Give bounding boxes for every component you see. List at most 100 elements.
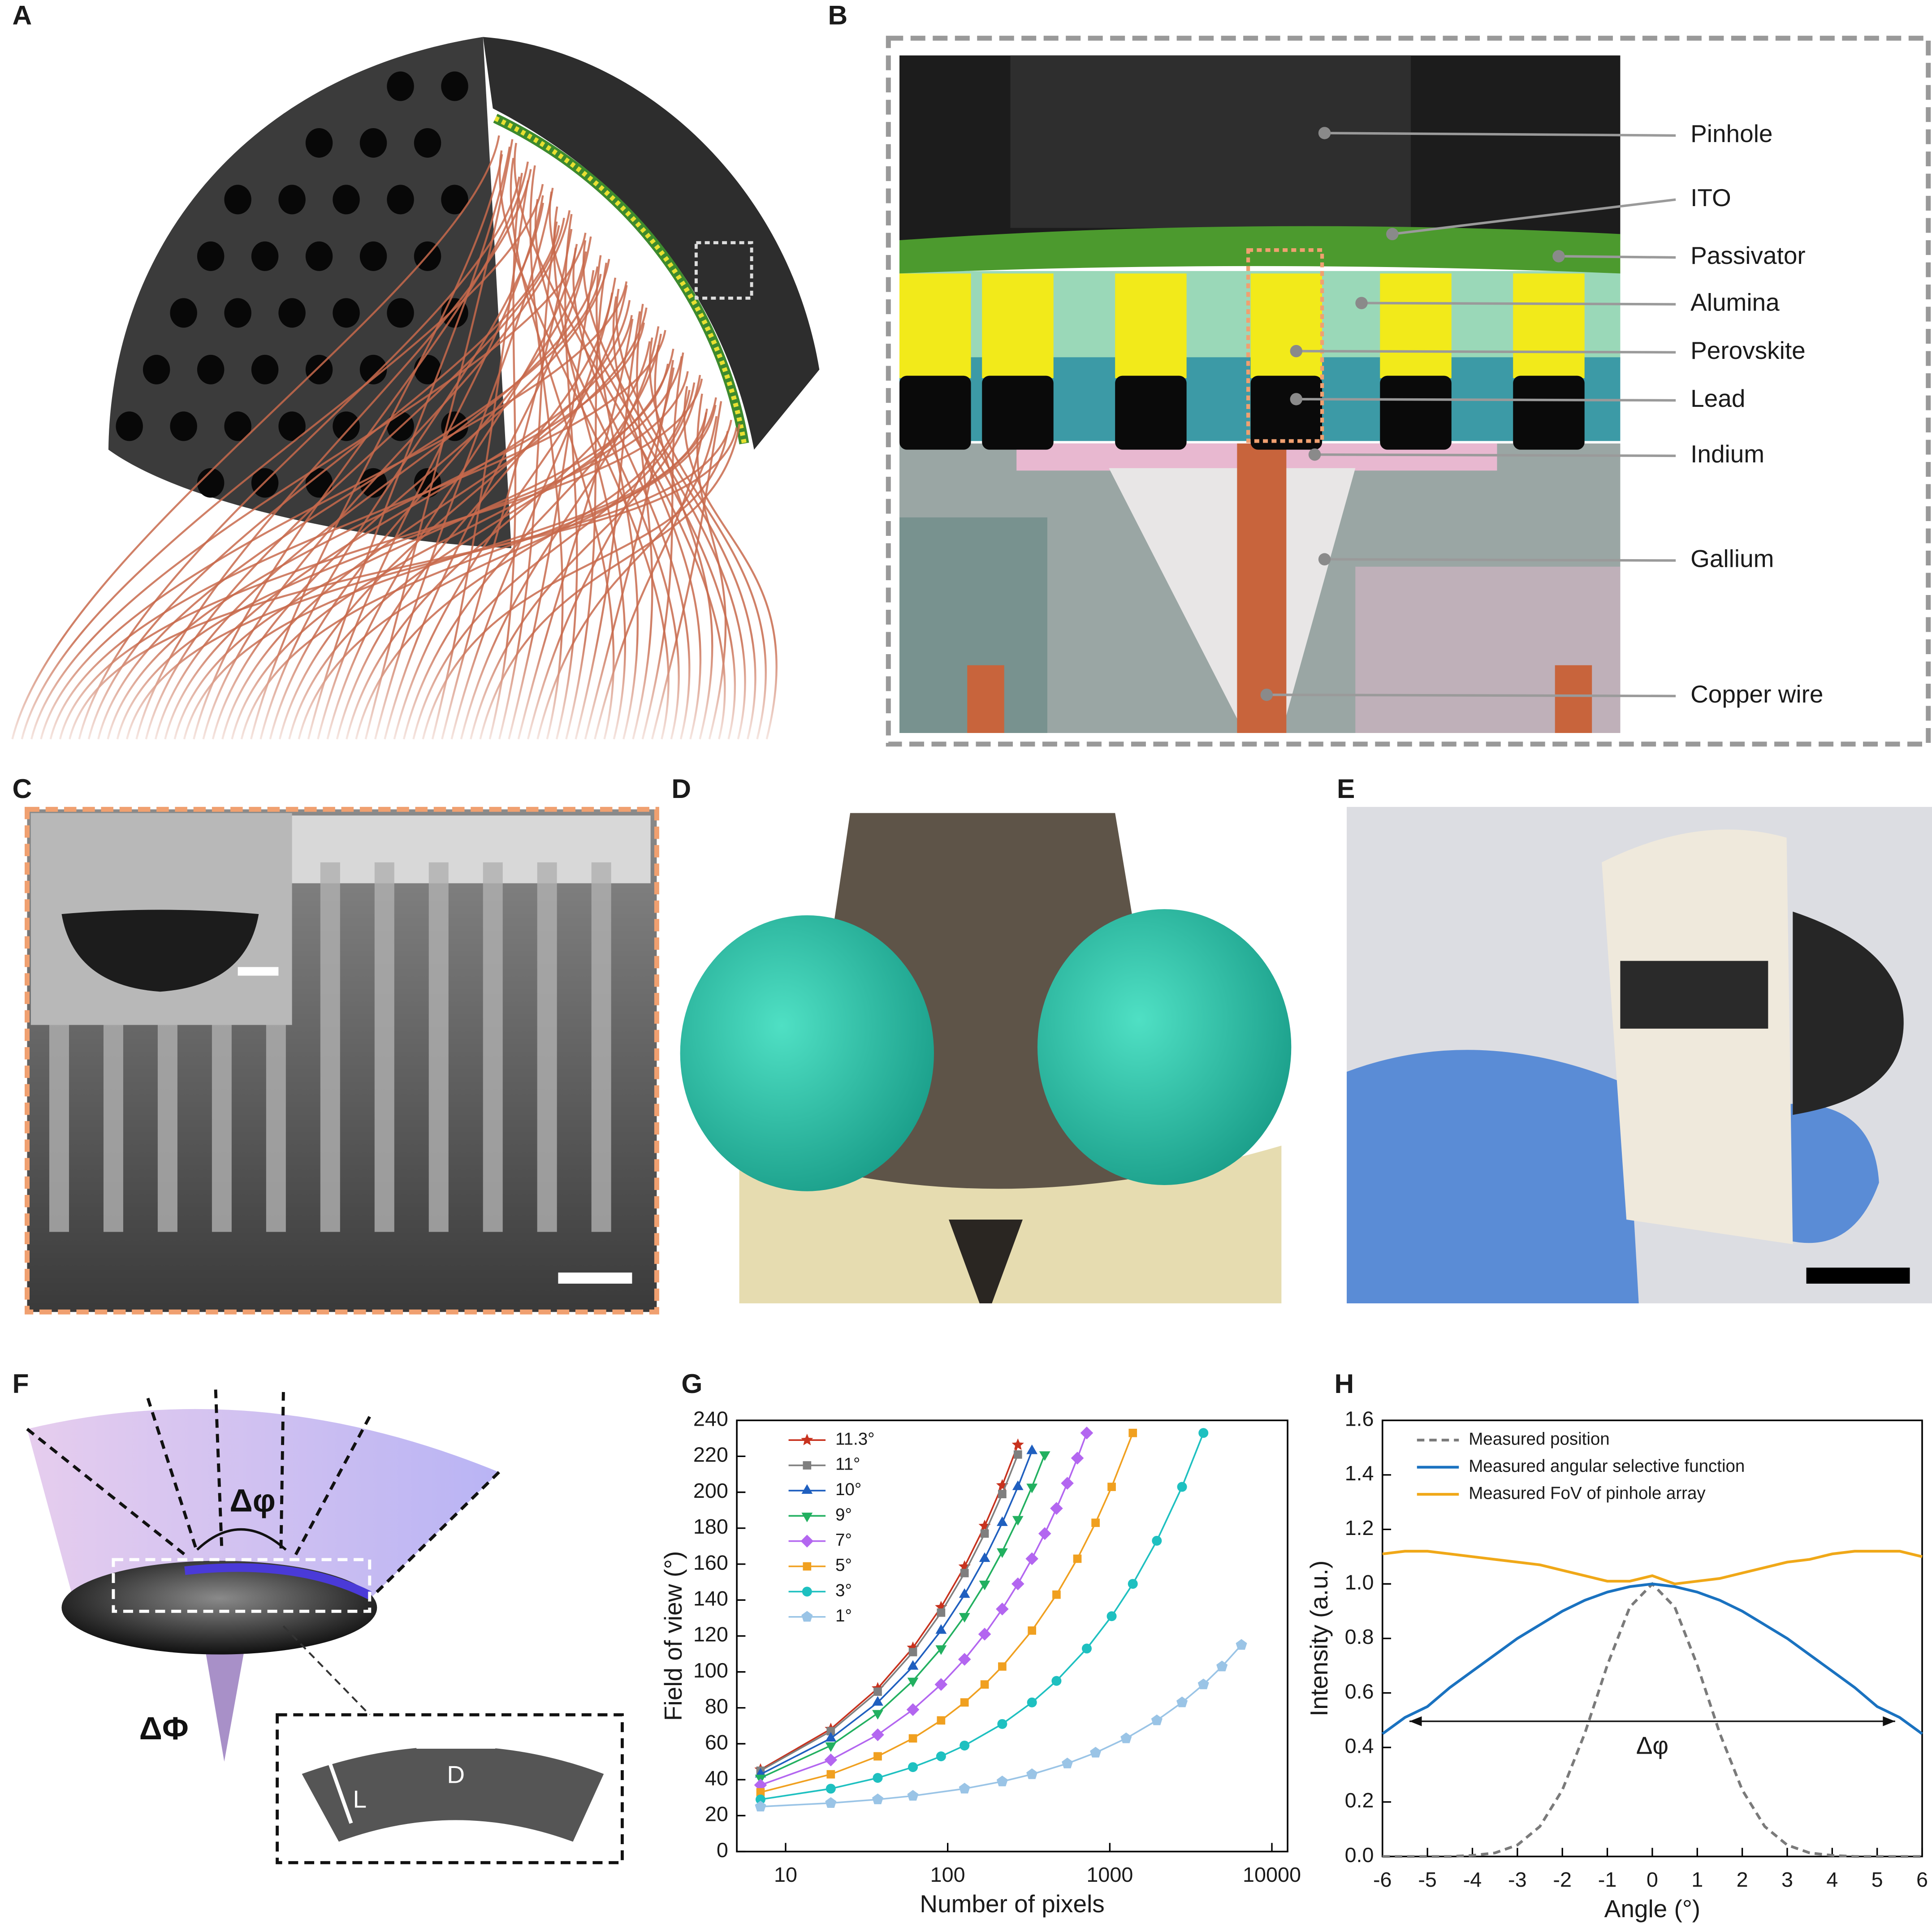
leader-dot [1355, 297, 1368, 310]
leader-line [1558, 255, 1676, 259]
marker [1026, 1483, 1038, 1493]
marker [755, 1801, 766, 1811]
leader-line [1314, 453, 1676, 457]
dome-cutaway [483, 37, 820, 450]
zoom-box [694, 241, 753, 300]
y-tick-label: 1.2 [1345, 1516, 1374, 1539]
fly-mouth [949, 1220, 1023, 1303]
pinhole-hole [387, 298, 414, 328]
fade [0, 640, 887, 764]
marker [871, 1728, 884, 1742]
pinhole-hole [143, 354, 170, 384]
fly-eye [680, 915, 934, 1191]
marker [1062, 1757, 1073, 1768]
marker [907, 1790, 919, 1801]
leader-dot [1318, 553, 1331, 566]
callout-label: Perovskite [1690, 336, 1806, 364]
glove [1347, 1050, 1639, 1303]
nanopillar [537, 862, 557, 1232]
series-line [1382, 1582, 1923, 1858]
nanopillar [212, 1010, 232, 1232]
pinhole-hole [305, 241, 333, 271]
panel-c-image [24, 806, 659, 1315]
marker [959, 1613, 970, 1623]
copper-wire [967, 665, 1004, 733]
legend-marker [801, 1611, 813, 1622]
x-tick-label: -5 [1418, 1868, 1437, 1891]
marker [979, 1552, 990, 1562]
hemisphere [1793, 911, 1904, 1115]
y-tick-label: 1.6 [1345, 1407, 1374, 1431]
pinhole-hole [333, 411, 360, 441]
annotation: Δφ [1636, 1732, 1668, 1759]
pinhole-hole [305, 468, 333, 498]
marker [1151, 1714, 1163, 1725]
scale-bar [558, 1272, 632, 1284]
leader-line [1392, 198, 1676, 236]
x-tick-label: 0 [1647, 1868, 1658, 1891]
leader-line [1296, 398, 1676, 402]
copper-wire [1555, 665, 1592, 733]
pinhole-hole [251, 354, 279, 384]
marker [1050, 1502, 1063, 1515]
pinhole-hole [333, 185, 360, 215]
legend-label: 9° [835, 1505, 852, 1524]
legend-marker [803, 1461, 812, 1470]
marker [1080, 1426, 1094, 1440]
pinhole-hole [224, 298, 251, 328]
layer-yellow [494, 116, 747, 444]
legend-marker [802, 1587, 812, 1597]
panel-e-image [1347, 806, 1932, 1303]
highlight-box [1246, 248, 1324, 443]
marker [1107, 1483, 1116, 1491]
marker [908, 1734, 917, 1743]
panel-d-image [680, 806, 1313, 1303]
leader-line [1361, 302, 1676, 306]
marker [937, 1608, 946, 1617]
marker [906, 1703, 920, 1716]
gallium [1109, 468, 1356, 733]
y-tick-label: 0.2 [1345, 1789, 1374, 1812]
marker [1027, 1697, 1037, 1707]
y-tick-label: 1.0 [1345, 1571, 1374, 1594]
marker [1025, 1552, 1038, 1565]
x-tick-label: -1 [1598, 1868, 1617, 1891]
marker [1216, 1660, 1228, 1672]
marker [980, 1680, 989, 1689]
pinhole-hole [305, 128, 333, 158]
panel-label: G [681, 1368, 702, 1399]
l-arrow [328, 1763, 353, 1824]
marker [908, 1648, 917, 1656]
pillar-tops [290, 815, 651, 884]
leader-dot [1290, 393, 1303, 405]
pinhole-hole [359, 128, 387, 158]
marker [959, 1782, 970, 1794]
marker [1197, 1678, 1209, 1690]
pinhole-hole [359, 241, 387, 271]
marker [1106, 1611, 1117, 1621]
nanopillar [428, 862, 449, 1232]
angle-label: ΔΦ [139, 1711, 189, 1746]
marker [1091, 1518, 1100, 1527]
marker [935, 1624, 947, 1634]
marker [1177, 1482, 1187, 1492]
bowl [61, 910, 259, 992]
x-tick-label: 5 [1871, 1868, 1883, 1891]
marker [935, 1645, 947, 1655]
legend-label: Measured angular selective function [1469, 1457, 1745, 1476]
plot-frame [736, 1419, 1288, 1853]
x-tick-label: 1000 [1086, 1863, 1133, 1886]
pinhole-hole [116, 411, 143, 441]
legend-marker [800, 1535, 814, 1548]
legend-label: 11° [835, 1455, 860, 1474]
x-axis-label: Number of pixels [920, 1890, 1104, 1918]
pinhole-hole [224, 185, 251, 215]
marker [907, 1660, 919, 1670]
marker [996, 1775, 1008, 1786]
panel-label: C [12, 773, 32, 804]
fly-head [801, 813, 1171, 1303]
callout-label: Indium [1690, 440, 1764, 468]
pinhole-hole [359, 354, 387, 384]
lead [1380, 375, 1452, 450]
